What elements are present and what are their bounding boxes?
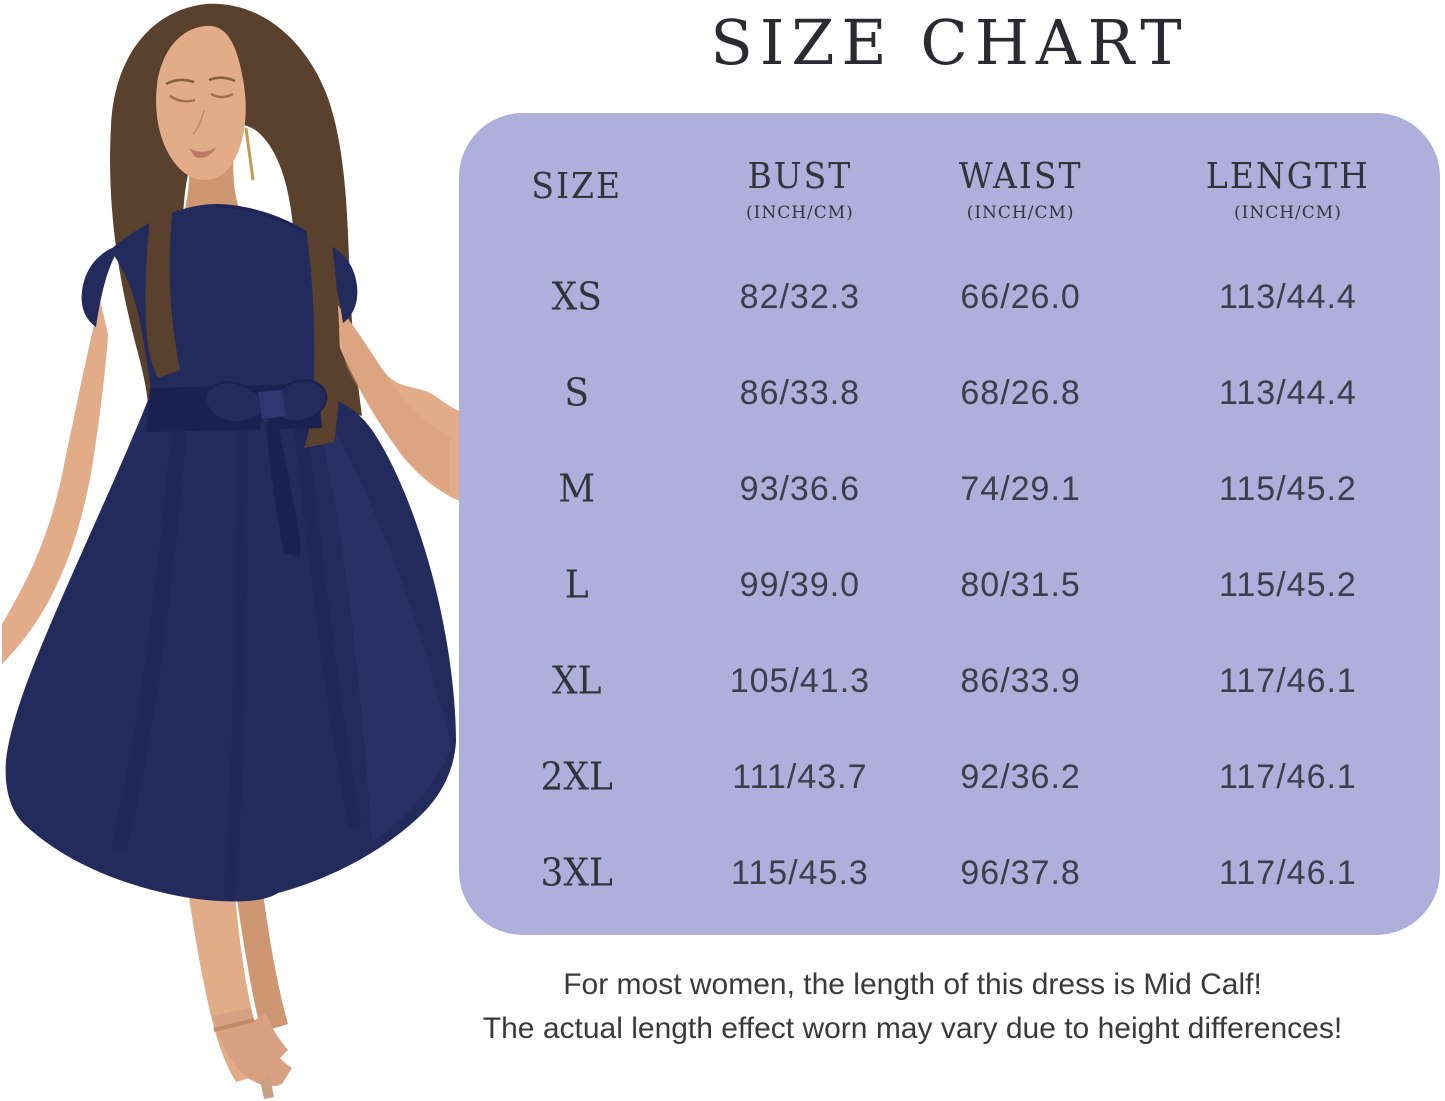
footer-line-1: For most women, the length of this dress… [563,968,1262,1001]
column-header-length: LENGTH (INCH/CM) [1205,153,1370,223]
heel [260,1076,274,1099]
table-cell-length: 117/46.1 [1219,853,1357,892]
brow-right [208,76,236,83]
eye-right [210,92,234,99]
hair-strand-left [145,168,180,378]
table-row-size: M [558,467,596,511]
earring [244,127,255,181]
table-cell-bust: 115/45.3 [730,853,869,892]
size-chart-panel: SIZE BUST (INCH/CM) WAIST (INCH/CM) LENG… [459,113,1440,935]
table-row-size: 2XL [540,755,613,799]
table-row-size: S [564,371,590,415]
table-cell-waist: 96/37.8 [960,853,1081,892]
table-cell-bust: 86/33.8 [739,373,861,412]
table-cell-waist: 74/29.1 [960,469,1081,508]
skirt-fold [224,422,248,900]
model-photo [2,3,470,1099]
table-cell-bust: 93/36.6 [739,469,861,508]
arm-right [326,290,470,505]
table-cell-bust: 111/43.7 [732,757,868,796]
table-cell-length: 113/44.4 [1219,373,1357,412]
skirt-fold [112,410,188,850]
dress-skirt [5,398,456,902]
table-cell-waist: 80/31.5 [960,565,1081,604]
table-cell-waist: 66/26.0 [960,277,1081,316]
footer-note: For most women, the length of this dress… [380,963,1445,1051]
lips [189,147,217,158]
ankle-strap [213,1018,255,1032]
column-header-bust: BUST (INCH/CM) [745,153,854,223]
table-cell-bust: 105/41.3 [729,661,871,700]
table-cell-length: 117/46.1 [1219,661,1357,700]
page-title: SIZE CHART [710,6,1189,79]
size-chart-table: SIZE BUST (INCH/CM) WAIST (INCH/CM) LENG… [459,113,1440,935]
bow-tie-right [266,420,301,557]
eye-left [169,94,196,103]
sleeve-left [81,248,118,327]
table-cell-length: 115/45.2 [1219,469,1357,508]
hair-strand-right [298,174,340,448]
face [156,25,246,180]
bow-tie-left [244,418,275,547]
table-cell-length: 117/46.1 [1219,757,1357,796]
bow-loop-left [204,381,270,423]
table-row-size: XL [551,659,602,703]
arm-right-shade [334,300,450,492]
table-cell-bust: 99/39.0 [739,565,861,604]
footer-line-2: The actual length effect worn may vary d… [482,1012,1343,1045]
skirt-fold [293,415,361,829]
column-header-size: SIZE [531,163,623,207]
nose [192,109,205,135]
skirt-sheen [320,402,452,842]
shoe-back [252,1012,288,1062]
arm-left [2,300,108,664]
column-header-waist: WAIST (INCH/CM) [958,153,1083,223]
table-row-size: XS [551,275,602,319]
bow-knot [258,390,286,419]
table-cell-bust: 82/32.3 [739,277,861,316]
table-cell-length: 113/44.4 [1219,277,1357,316]
table-row-size: 3XL [540,851,613,895]
table-cell-length: 115/45.2 [1219,565,1357,604]
table-cell-waist: 68/26.8 [960,373,1081,412]
brow-left [165,78,195,86]
table-cell-waist: 92/36.2 [960,757,1081,796]
table-row-size: L [564,563,589,607]
table-cell-waist: 86/33.9 [960,661,1081,700]
